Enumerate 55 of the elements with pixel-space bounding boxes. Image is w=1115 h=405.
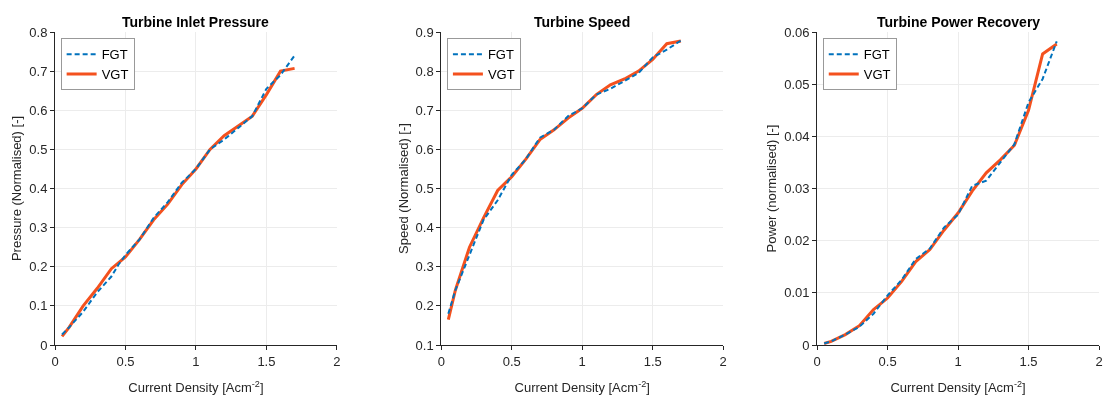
y-tick-label: 0.9 (415, 24, 434, 40)
y-axis-title: Speed (Normalised) [-] (395, 123, 411, 254)
x-tick-label: 1.5 (257, 353, 276, 369)
y-tick-label: 0.6 (415, 141, 434, 157)
y-tick-label: 0 (40, 337, 48, 353)
y-tick-label: 0.4 (29, 181, 48, 197)
y-tick-label: 0.1 (415, 337, 434, 353)
x-tick-label: 0 (437, 353, 445, 369)
y-tick-label: 0.06 (784, 24, 810, 40)
x-tick-label: 1.5 (1019, 353, 1038, 369)
x-tick-label: 1.5 (643, 353, 662, 369)
y-axis-title: Pressure (Normalised) [-] (9, 115, 25, 262)
legend-label: VGT (487, 67, 515, 83)
x-tick-label: 0.5 (878, 353, 897, 369)
legend-label: FGT (101, 47, 128, 63)
x-tick-label: 0 (813, 353, 821, 369)
legend-label: FGT (487, 47, 514, 63)
x-tick-label: 0 (51, 353, 59, 369)
y-tick-label: 0.04 (784, 128, 810, 144)
y-tick-label: 0.4 (415, 220, 434, 236)
y-tick-label: 0.2 (415, 298, 434, 314)
y-tick-label: 0.5 (415, 181, 434, 197)
x-axis-title: Current Density [Acm$^{-2}$] (890, 378, 1026, 396)
y-tick-label: 0 (802, 337, 810, 353)
y-tick-label: 0.6 (29, 102, 48, 118)
y-tick-label: 0.03 (784, 181, 810, 197)
x-tick-label: 1 (578, 353, 586, 369)
y-tick-label: 0.02 (784, 233, 810, 249)
y-tick-label: 0.3 (415, 259, 434, 275)
chart-title: Turbine Power Recovery (877, 14, 1041, 30)
y-axis-title: Power (normalised) [-] (764, 124, 780, 253)
x-tick-label: 1 (192, 353, 200, 369)
x-tick-label: 0.5 (116, 353, 135, 369)
x-tick-label: 0.5 (502, 353, 521, 369)
y-tick-label: 0.7 (29, 63, 48, 79)
y-tick-label: 0.7 (415, 102, 434, 118)
legend-label: VGT (101, 67, 129, 83)
x-axis-title: Current Density [Acm$^{-2}$] (514, 378, 650, 396)
x-tick-label: 2 (333, 353, 341, 369)
x-axis-title: Current Density [Acm$^{-2}$] (128, 378, 264, 396)
y-tick-label: 0.8 (415, 63, 434, 79)
chart-title: Turbine Speed (534, 14, 631, 30)
y-tick-label: 0.3 (29, 220, 48, 236)
x-tick-label: 2 (719, 353, 727, 369)
y-tick-label: 0.8 (29, 24, 48, 40)
y-tick-label: 0.5 (29, 141, 48, 157)
y-tick-label: 0.2 (29, 259, 48, 275)
y-tick-label: 0.1 (29, 298, 48, 314)
legend-label: FGT (863, 47, 890, 63)
x-tick-label: 1 (954, 353, 962, 369)
x-tick-label: 2 (1095, 353, 1103, 369)
legend-label: VGT (863, 67, 891, 83)
y-tick-label: 0.01 (784, 285, 810, 301)
y-tick-label: 0.05 (784, 76, 810, 92)
chart-title: Turbine Inlet Pressure (122, 14, 269, 30)
